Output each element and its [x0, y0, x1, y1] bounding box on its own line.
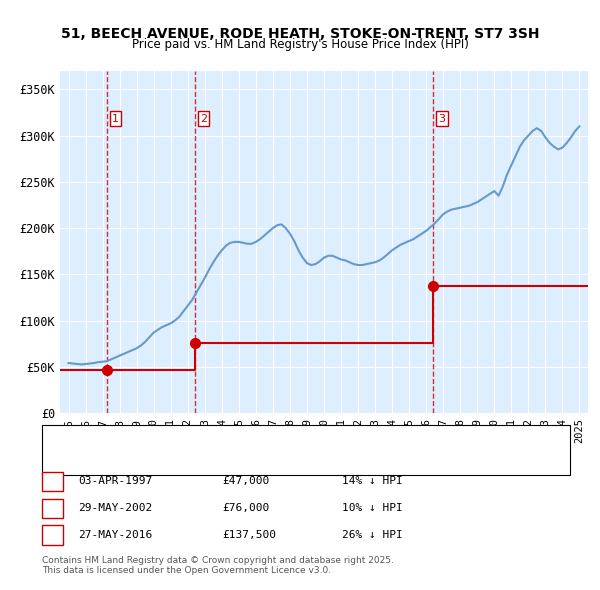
Text: 27-MAY-2016: 27-MAY-2016 — [78, 530, 152, 539]
Text: 2: 2 — [200, 114, 207, 124]
Text: £47,000: £47,000 — [222, 477, 269, 486]
Text: 03-APR-1997: 03-APR-1997 — [78, 477, 152, 486]
Text: Price paid vs. HM Land Registry's House Price Index (HPI): Price paid vs. HM Land Registry's House … — [131, 38, 469, 51]
Text: 29-MAY-2002: 29-MAY-2002 — [78, 503, 152, 513]
Text: —: — — [51, 430, 68, 448]
Text: 10% ↓ HPI: 10% ↓ HPI — [342, 503, 403, 513]
Text: 1: 1 — [49, 477, 56, 486]
Text: —: — — [51, 452, 68, 470]
Text: 2: 2 — [49, 503, 56, 513]
Text: 51, BEECH AVENUE, RODE HEATH, STOKE-ON-TRENT, ST7 3SH (semi-detached house): 51, BEECH AVENUE, RODE HEATH, STOKE-ON-T… — [72, 434, 491, 444]
Text: 14% ↓ HPI: 14% ↓ HPI — [342, 477, 403, 486]
Text: 51, BEECH AVENUE, RODE HEATH, STOKE-ON-TRENT, ST7 3SH: 51, BEECH AVENUE, RODE HEATH, STOKE-ON-T… — [61, 27, 539, 41]
Text: 3: 3 — [49, 530, 56, 539]
Text: 26% ↓ HPI: 26% ↓ HPI — [342, 530, 403, 539]
Text: 1: 1 — [112, 114, 119, 124]
Text: £137,500: £137,500 — [222, 530, 276, 539]
Text: £76,000: £76,000 — [222, 503, 269, 513]
Text: 3: 3 — [438, 114, 445, 124]
Text: Contains HM Land Registry data © Crown copyright and database right 2025.
This d: Contains HM Land Registry data © Crown c… — [42, 556, 394, 575]
Text: HPI: Average price, semi-detached house, Cheshire East: HPI: Average price, semi-detached house,… — [72, 456, 347, 466]
